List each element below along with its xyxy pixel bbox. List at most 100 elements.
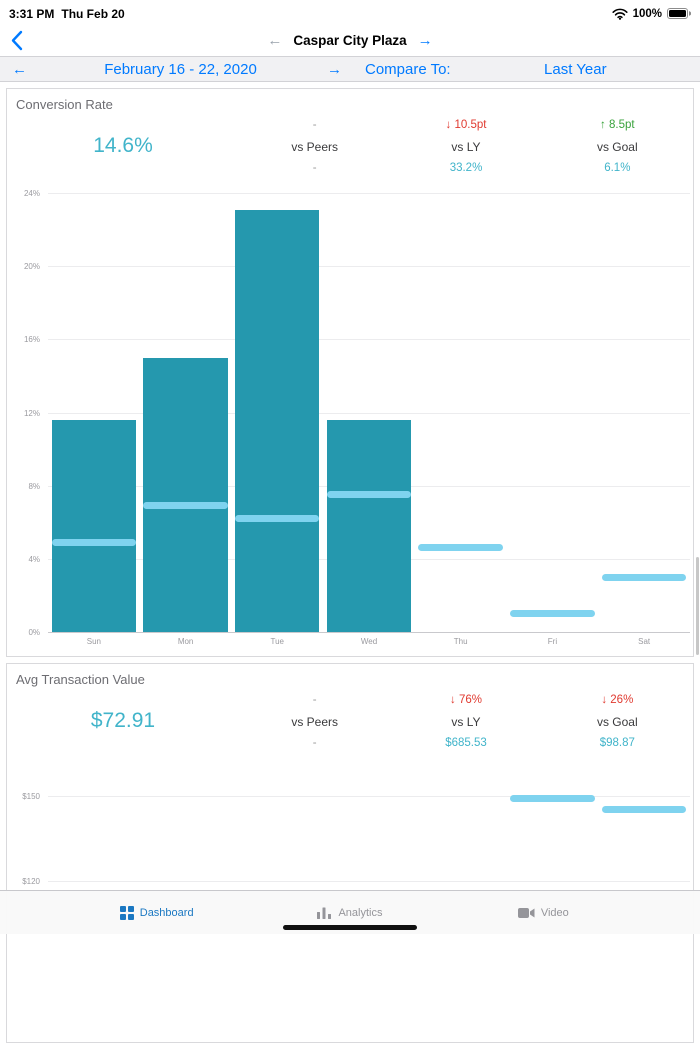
x-tick-label: Sun <box>86 637 101 646</box>
stat-top-value: ↓ 10.5pt <box>445 119 487 131</box>
bar-chart-icon <box>317 906 332 919</box>
stat-label: vs Peers <box>291 139 338 154</box>
stat-label: vs LY <box>451 714 481 729</box>
gridline <box>48 266 690 268</box>
next-week-arrow-icon[interactable]: → <box>327 60 342 78</box>
x-tick-label: Fri <box>547 637 558 646</box>
x-axis: Sun Mon Tue Wed Thu Fri Sat <box>48 637 690 649</box>
y-tick-label: 20% <box>23 262 40 272</box>
compare-to-label: Compare To: <box>365 60 451 78</box>
stats-row: $72.91 - vs Peers - ↓ 76% vs LY $685.53 … <box>7 691 693 751</box>
tab-label: Video <box>540 906 569 919</box>
y-tick-label: 4% <box>28 554 40 564</box>
next-store-arrow-icon[interactable]: → <box>417 31 433 49</box>
stat-col-vs-ly: ↓ 10.5pt vs LY 33.2% <box>390 116 541 176</box>
stat-label: vs Peers <box>291 714 338 729</box>
grid-icon <box>119 905 134 920</box>
stat-bottom-value: - <box>312 737 317 749</box>
bar[interactable] <box>326 419 412 632</box>
stat-top-value: - <box>312 694 317 706</box>
page-title: Caspar City Plaza <box>293 32 407 48</box>
stat-bottom-value: 33.2% <box>449 162 483 174</box>
y-tick-label: 8% <box>28 481 40 491</box>
tab-label: Analytics <box>338 906 383 919</box>
stat-col-vs-goal: ↓ 26% vs Goal $98.87 <box>542 691 693 751</box>
comparison-marker[interactable] <box>143 502 228 510</box>
stat-label: vs LY <box>451 139 481 154</box>
conversion-rate-chart: 0% 4% 8% 12% 16% 20% 24% Sun Mon Tue Wed Thu Fri Sat <box>7 189 693 650</box>
comparison-marker[interactable] <box>601 806 687 814</box>
y-tick-label: $150 <box>22 791 40 801</box>
gridline <box>48 412 690 414</box>
prev-store-arrow-icon[interactable]: ← <box>267 31 283 49</box>
main-metric-value: 14.6% <box>93 134 153 157</box>
gridline <box>48 880 690 882</box>
prev-week-arrow-icon[interactable]: ← <box>12 60 27 78</box>
avg-transaction-value-card: Avg Transaction Value $72.91 - vs Peers … <box>6 663 694 1043</box>
stat-top-value: ↑ 8.5pt <box>600 119 635 131</box>
stat-label: vs Goal <box>596 139 638 154</box>
card-title: Conversion Rate <box>16 97 113 112</box>
x-tick-label: Wed <box>360 637 378 646</box>
stats-row: 14.6% - vs Peers - ↓ 10.5pt vs LY 33.2% … <box>7 116 693 176</box>
comparison-marker[interactable] <box>51 538 136 546</box>
stat-bottom-value: 6.1% <box>604 162 631 174</box>
tab-dashboard[interactable]: Dashboard <box>60 891 253 934</box>
stat-col-vs-ly: ↓ 76% vs LY $685.53 <box>390 691 541 751</box>
comparison-marker[interactable] <box>235 515 320 523</box>
home-indicator[interactable] <box>283 925 417 930</box>
plot-area <box>48 193 690 633</box>
gridline <box>48 795 690 797</box>
plot-area <box>48 759 690 937</box>
gridline <box>48 193 690 194</box>
stat-bottom-value: - <box>312 162 317 174</box>
avg-transaction-value-chart: $150 $120 <box>7 759 693 989</box>
status-bar: 3:31 PM Thu Feb 20 100% <box>0 0 700 24</box>
y-axis: 0% 4% 8% 12% 16% 20% 24% <box>7 189 45 650</box>
nav-bar: ← Caspar City Plaza → <box>0 24 700 56</box>
conversion-rate-card: Conversion Rate 14.6% - vs Peers - ↓ 10.… <box>6 88 694 657</box>
x-tick-label: Sat <box>638 637 651 646</box>
stat-bottom-value: $685.53 <box>445 737 487 749</box>
bar[interactable] <box>143 357 228 632</box>
gridline <box>48 339 690 341</box>
tab-label: Dashboard <box>139 906 194 919</box>
main-metric-value: $72.91 <box>90 709 156 732</box>
y-tick-label: 24% <box>23 189 40 198</box>
stat-col-vs-goal: ↑ 8.5pt vs Goal 6.1% <box>542 116 693 176</box>
date-range[interactable]: February 16 - 22, 2020 <box>104 60 257 78</box>
card-title: Avg Transaction Value <box>16 672 145 687</box>
stat-col-vs-peers: - vs Peers - <box>239 116 390 176</box>
comparison-marker[interactable] <box>510 610 595 618</box>
scroll-indicator[interactable] <box>696 557 699 655</box>
back-button[interactable] <box>10 30 23 56</box>
stat-col-vs-peers: - vs Peers - <box>239 691 390 751</box>
tab-video[interactable]: Video <box>447 891 640 934</box>
stat-top-value: - <box>312 119 317 131</box>
bar[interactable] <box>51 419 136 632</box>
clock: 3:31 PM <box>9 6 55 21</box>
y-tick-label: 16% <box>23 335 40 345</box>
comparison-marker[interactable] <box>510 795 595 803</box>
y-axis: $150 $120 <box>7 759 45 989</box>
date-compare-bar: ← February 16 - 22, 2020 → Compare To: L… <box>0 56 700 82</box>
stat-label: vs Goal <box>596 714 638 729</box>
stat-bottom-value: $98.87 <box>599 737 635 749</box>
gridline <box>48 632 690 633</box>
y-tick-label: $120 <box>22 876 40 886</box>
battery-icon <box>667 8 691 19</box>
x-axis <box>48 942 690 954</box>
tab-analytics[interactable]: Analytics <box>253 891 446 934</box>
compare-to-value[interactable]: Last Year <box>544 60 607 78</box>
battery-percent: 100% <box>632 7 662 20</box>
comparison-marker[interactable] <box>418 544 503 552</box>
comparison-marker[interactable] <box>326 491 412 499</box>
y-tick-label: 12% <box>23 408 40 418</box>
comparison-marker[interactable] <box>601 573 687 581</box>
video-camera-icon <box>517 907 535 919</box>
y-tick-label: 0% <box>28 628 40 637</box>
status-date: Thu Feb 20 <box>61 6 125 21</box>
bar[interactable] <box>235 209 320 632</box>
stat-top-value: ↓ 76% <box>450 694 482 706</box>
